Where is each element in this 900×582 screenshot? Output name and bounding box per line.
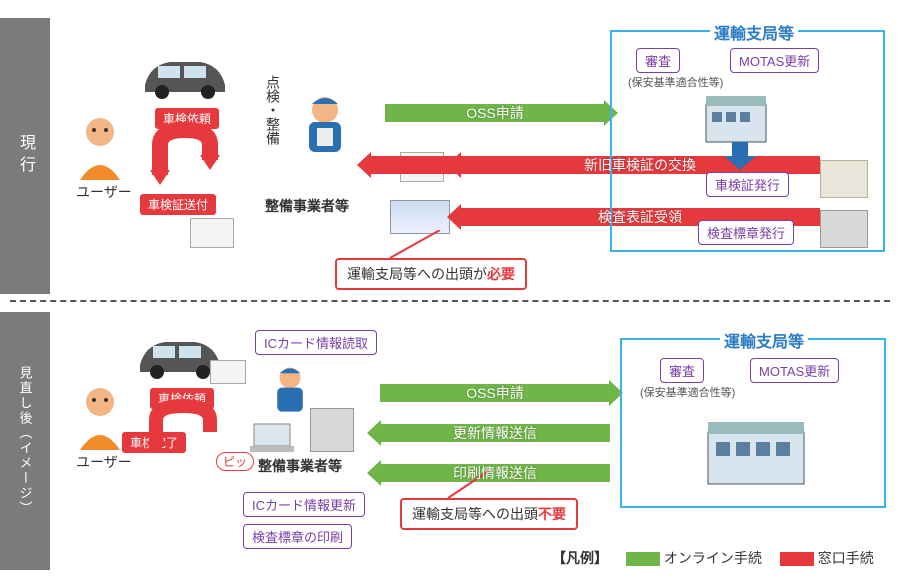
arrow-exchange-r [370, 152, 460, 178]
car-icon [140, 50, 230, 105]
callout-pointer-icon [380, 230, 460, 265]
operator-label: 整備事業者等 [258, 456, 342, 476]
badge-send: 車検証送付 [140, 194, 216, 215]
box-review: 審査 [660, 358, 704, 383]
legend-online-swatch [626, 552, 660, 566]
box-cert: 車検証発行 [706, 172, 789, 197]
arrow-print: 印刷情報送信 [380, 460, 610, 486]
box-motas: MOTAS更新 [730, 48, 819, 73]
down-arrow-icon [722, 142, 758, 175]
uturn-icon [138, 398, 238, 452]
building-icon [700, 410, 820, 495]
laptop-icon [248, 422, 296, 454]
bureau-title: 運輸支局等 [710, 20, 798, 44]
user-label: ユーザー [76, 452, 132, 472]
pi-bubble: ピッ [216, 452, 254, 471]
band-after: 見直し後（イメージ） [0, 312, 50, 570]
box-review: 審査 [636, 48, 680, 73]
bureau-title: 運輸支局等 [720, 328, 808, 352]
printer-icon [310, 408, 354, 452]
box-markprint: 検査標章の印刷 [243, 524, 352, 549]
iccard-icon [210, 360, 246, 384]
doc-icon [190, 218, 234, 248]
user-icon [70, 110, 130, 185]
user-label: ユーザー [76, 182, 132, 202]
note-text: (保安基準適合性等) [640, 384, 735, 400]
legend-counter-swatch [780, 552, 814, 566]
arrow-oss2: OSS申請 [380, 380, 610, 406]
band-current: 現行 [0, 18, 50, 294]
uturn-icon [140, 120, 240, 190]
box-icread: ICカード情報読取 [255, 330, 377, 355]
box-icupdate: ICカード情報更新 [243, 492, 365, 517]
box-motas: MOTAS更新 [750, 358, 839, 383]
section-divider [10, 300, 890, 302]
mechanic-icon [295, 90, 355, 165]
user-icon [70, 380, 130, 455]
arrow-update: 更新情報送信 [380, 420, 610, 446]
box-mark: 検査標章発行 [698, 220, 794, 245]
legend: 【凡例】 オンライン手続 窓口手続 [552, 548, 874, 568]
arrow-oss: OSS申請 [385, 100, 605, 126]
operator-label: 整備事業者等 [265, 196, 349, 216]
sticker-icon [390, 200, 450, 234]
mechanic-icon [265, 362, 315, 423]
printer-icon [820, 160, 868, 198]
device-icon [820, 210, 868, 248]
inspect-label: 点検・整備 [263, 75, 283, 145]
